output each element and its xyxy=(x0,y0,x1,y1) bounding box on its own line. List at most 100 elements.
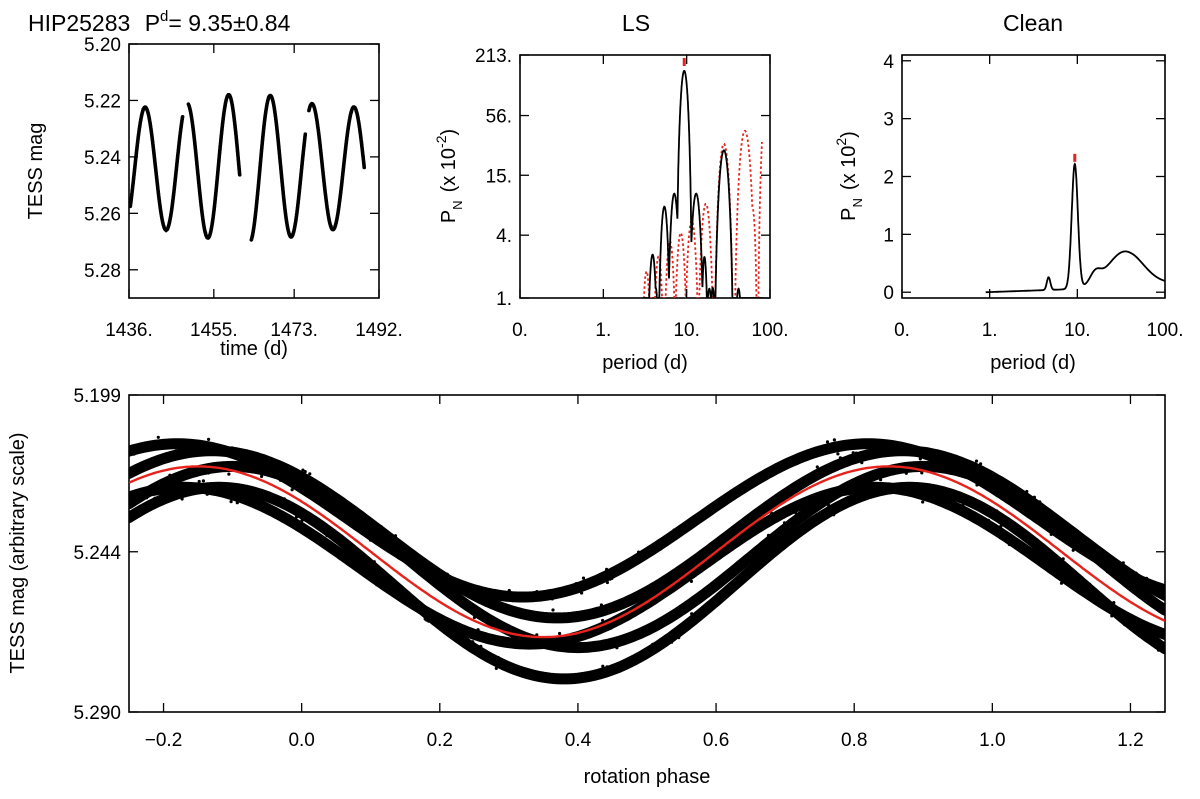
phased-point xyxy=(578,583,582,587)
phased-point xyxy=(860,486,865,490)
phased-point xyxy=(332,497,336,501)
clean-ytick-label: 4 xyxy=(883,52,894,73)
lightcurve-point xyxy=(232,111,235,115)
ls-xtick-label: 100. xyxy=(752,320,789,341)
phased-xtick-label: 0.2 xyxy=(427,730,453,751)
lightcurve-ticks: 1436. 1455. 1473. 1492. 5.20 5.22 5.24 5.26 5.28 xyxy=(84,35,403,341)
phased-point xyxy=(670,640,674,644)
lightcurve-xlabel: time (d) xyxy=(220,338,288,360)
lightcurve-point xyxy=(359,136,363,140)
phased-point xyxy=(156,435,160,439)
phased-point xyxy=(742,489,746,493)
phased-point xyxy=(792,482,796,486)
ls-ytick-label: 56. xyxy=(486,107,512,128)
phased-point xyxy=(920,471,924,475)
ls-xtick-label: 0. xyxy=(512,320,528,341)
clean-xtick-label: 0. xyxy=(894,320,910,341)
phased-point xyxy=(687,523,692,527)
lightcurve-point xyxy=(303,142,306,146)
ls-xtick-label: 1. xyxy=(595,320,611,341)
phased-point xyxy=(397,594,401,598)
phased-point xyxy=(938,452,942,456)
phased-ytick-label: 5.199 xyxy=(73,386,121,407)
phased-point xyxy=(494,666,498,671)
lightcurve-point xyxy=(174,171,178,175)
phased-point xyxy=(733,542,737,546)
clean-xtick-label: 1. xyxy=(982,320,998,341)
lightcurve-ytick-label: 5.26 xyxy=(84,204,121,225)
lightcurve-xtick-label: 1492. xyxy=(355,320,403,341)
panel-lightcurve: 1436. 1455. 1473. 1492. 5.20 5.22 5.24 5.26 5.28… xyxy=(25,35,403,360)
lightcurve-point xyxy=(174,175,178,179)
phased-point xyxy=(975,483,979,487)
lightcurve-point xyxy=(250,235,254,239)
phased-point xyxy=(1061,557,1065,561)
phased-point xyxy=(887,471,892,475)
lightcurve-point xyxy=(341,174,344,177)
phased-axes-frame xyxy=(128,394,1166,713)
phased-point xyxy=(986,518,991,522)
phased-point xyxy=(557,645,561,649)
lightcurve-point xyxy=(281,186,285,189)
phased-point xyxy=(963,512,967,516)
phased-point xyxy=(465,644,469,648)
lightcurve-point xyxy=(339,191,343,195)
phased-point xyxy=(860,461,864,465)
phased-point xyxy=(185,471,189,475)
lightcurve-point xyxy=(285,220,289,223)
lightcurve-point xyxy=(217,162,221,165)
phased-point xyxy=(1075,587,1079,592)
lightcurve-point xyxy=(132,175,136,179)
phased-point xyxy=(832,513,836,517)
phased-point xyxy=(812,506,817,510)
phased-point xyxy=(1154,634,1158,639)
phased-xtick-label: 0.4 xyxy=(565,730,592,751)
phased-point xyxy=(535,613,539,617)
phased-point xyxy=(769,542,773,546)
phased-ytick-label: 5.244 xyxy=(73,543,121,564)
phased-point xyxy=(1051,526,1055,530)
phased-point xyxy=(550,597,554,601)
phased-point xyxy=(1138,590,1142,594)
lightcurve-point xyxy=(167,220,171,224)
lightcurve-point xyxy=(298,186,302,190)
lightcurve-point xyxy=(157,196,160,200)
lightcurve-point xyxy=(337,211,340,215)
phased-point xyxy=(1088,582,1092,587)
ls-ylabel-symbol: P xyxy=(438,210,460,223)
lightcurve-point xyxy=(287,230,290,234)
phased-point xyxy=(379,524,383,529)
lightcurve-segment xyxy=(249,93,308,242)
phased-point xyxy=(601,642,605,646)
lightcurve-point xyxy=(169,213,172,217)
lightcurve-point xyxy=(154,164,157,168)
lightcurve-point xyxy=(166,227,170,230)
lightcurve-point xyxy=(330,224,333,228)
lightcurve-point xyxy=(201,219,205,223)
phased-point xyxy=(770,473,774,477)
phased-point xyxy=(825,440,830,444)
phased-point xyxy=(495,656,499,660)
phased-plot-area xyxy=(129,435,1165,685)
lightcurve-xtick-label: 1455. xyxy=(190,320,238,341)
lightcurve-point xyxy=(282,202,286,205)
lightcurve-point xyxy=(207,237,210,240)
ls-ylabel: PN(x 10-2) xyxy=(433,129,465,223)
lightcurve-point xyxy=(160,215,163,218)
lightcurve-point xyxy=(229,95,232,99)
phased-point xyxy=(1123,623,1127,627)
clean-title: Clean xyxy=(1003,10,1063,36)
phased-point xyxy=(569,618,573,623)
lightcurve-point xyxy=(285,217,288,221)
phased-point xyxy=(766,533,771,537)
phased-point xyxy=(551,608,555,612)
phased-point xyxy=(922,466,926,470)
phased-point xyxy=(1008,521,1012,526)
phased-point xyxy=(552,613,556,617)
phased-point xyxy=(979,462,983,466)
phased-point xyxy=(468,631,472,636)
phased-point xyxy=(535,633,539,637)
phased-point xyxy=(495,641,499,645)
lightcurve-point xyxy=(161,220,164,224)
